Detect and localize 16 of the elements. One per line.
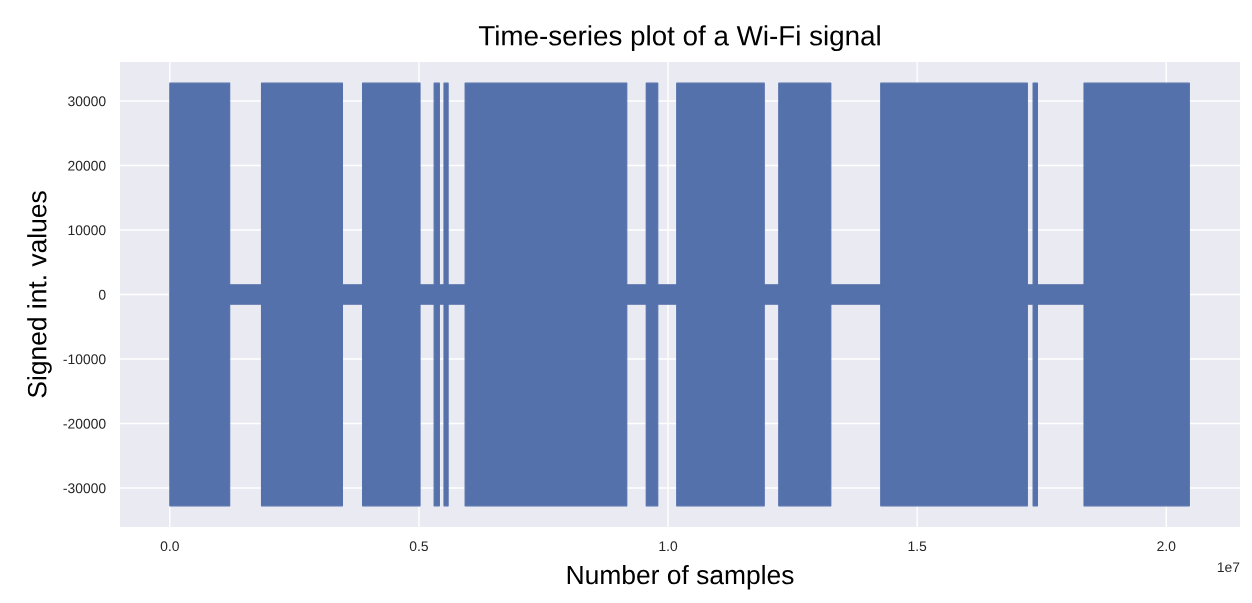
chart-title: Time-series plot of a Wi-Fi signal (478, 25, 880, 52)
y-tick-label: 30000 (68, 96, 106, 107)
y-tick-label: 0 (98, 289, 106, 300)
x-tick-label: 2.0 (1157, 541, 1176, 552)
x-axis-title: Number of samples (567, 564, 794, 590)
y-tick-label: 20000 (68, 160, 106, 171)
x-tick-label: 1.5 (908, 541, 927, 552)
y-axis-title: Signed int. values (27, 191, 52, 398)
y-tick-label: -20000 (63, 418, 106, 429)
y-tick-label: 10000 (68, 225, 106, 236)
x-tick-label: 1.0 (659, 541, 678, 552)
x-tick-label: 0.5 (409, 541, 428, 552)
y-tick-label: -10000 (63, 354, 106, 365)
y-tick-label: -30000 (63, 483, 106, 494)
x-tick-label: 0.0 (160, 541, 179, 552)
text: 1e7 (1217, 562, 1240, 573)
